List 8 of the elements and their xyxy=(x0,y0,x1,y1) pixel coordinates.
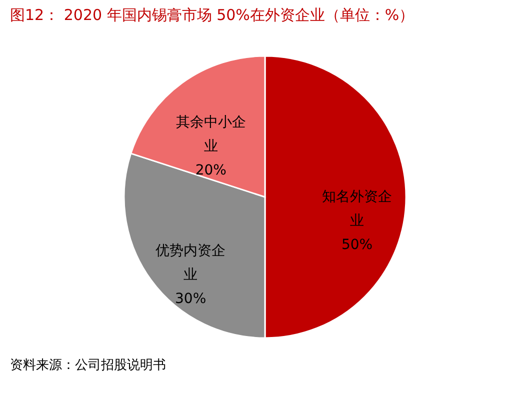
data-label: 50% xyxy=(341,237,373,253)
slice-label: 知名外资企业 xyxy=(322,189,392,229)
slice-label: 其余中小企业 xyxy=(176,114,246,155)
chart-title: 图12： 2020 年国内锡膏市场 50%在外资企业（单位：%） xyxy=(10,6,414,24)
data-label: 20% xyxy=(195,162,226,179)
text: 资料来源：公司招股说明书 xyxy=(10,358,166,373)
data-label: 30% xyxy=(175,291,206,308)
slice-label: 优势内资企业 xyxy=(156,243,226,284)
